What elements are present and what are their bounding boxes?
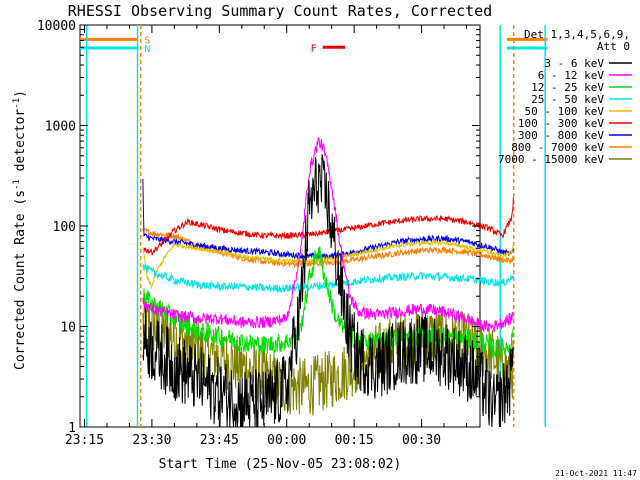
legend-entry-label: 300 - 800 keV [518,129,604,142]
legend-title: Att 0 [597,40,630,53]
legend-entry-label: 800 - 7000 keV [511,141,604,154]
legend-entry-label: 12 - 25 keV [531,81,604,94]
series-line-25-50-kev [142,264,514,294]
footer-date: 21-Oct-2021 11:47 [555,469,637,478]
flag-label: F [311,43,317,54]
x-tick-label: 00:00 [267,433,306,448]
legend-entry-label: 3 - 6 keV [544,57,604,70]
x-tick-label: 00:30 [402,433,441,448]
legend-entry-label: 6 - 12 keV [538,69,605,82]
y-tick-label: 1000 [45,120,76,135]
series-line-6-12-kev [142,137,514,334]
legend-entry-label: 7000 - 15000 keV [498,153,604,166]
legend-entry-label: 100 - 300 keV [518,117,604,130]
x-axis-label: Start Time (25-Nov-05 23:08:02) [159,457,402,472]
y-axis-label: Corrected Count Rate (s-1 detector-1) [12,90,28,370]
x-tick-label: 23:15 [65,433,104,448]
series-line-3-6-kev [142,153,514,428]
y-tick-label: 10 [60,321,76,336]
flag-label: S [144,35,150,46]
x-tick-label: 00:15 [335,433,374,448]
legend-entry-label: 50 - 100 keV [525,105,605,118]
legend-entry-label: 25 - 50 keV [531,93,604,106]
series-line-50-100-kev [142,239,514,290]
legend-title: Det 1,3,4,5,6,9, [524,28,630,41]
y-tick-label: 100 [53,220,76,235]
y-tick-label: 1 [68,421,76,436]
flag-label: N [144,44,150,55]
x-tick-label: 23:30 [132,433,171,448]
chart-title: RHESSI Observing Summary Count Rates, Co… [68,2,492,20]
x-tick-label: 23:45 [200,433,239,448]
series-line-12-25-kev [142,246,514,359]
y-tick-label: 10000 [37,19,76,34]
